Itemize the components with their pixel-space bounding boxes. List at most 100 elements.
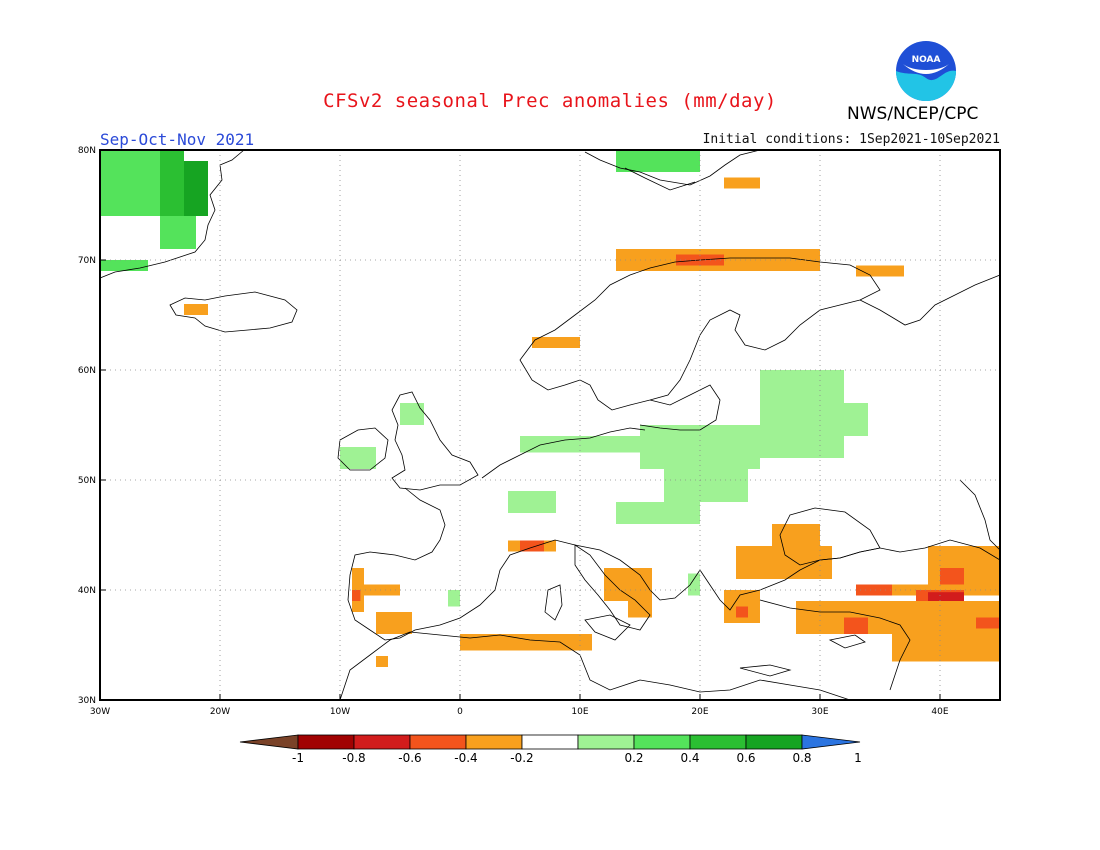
coastline-italy bbox=[574, 544, 651, 631]
anomaly-region bbox=[664, 469, 748, 502]
anomaly-region bbox=[352, 590, 361, 601]
anomaly-region bbox=[376, 656, 388, 667]
anomaly-region bbox=[520, 540, 544, 552]
coastline-cyprus bbox=[828, 634, 866, 649]
lon-tick-label: 30W bbox=[90, 707, 110, 717]
lon-tick-label: 10E bbox=[571, 707, 588, 717]
coastline-scandinavia bbox=[519, 257, 881, 411]
anomaly-region bbox=[616, 150, 700, 172]
colorbar-label: 1 bbox=[854, 751, 862, 765]
anomaly-region bbox=[724, 177, 760, 189]
lon-tick-label: 30E bbox=[811, 707, 828, 717]
colorbar-bin bbox=[577, 734, 635, 750]
map-title: CFSv2 seasonal Prec anomalies (mm/day) bbox=[323, 90, 777, 112]
anomaly-region bbox=[448, 590, 460, 607]
colorbar-label: -1 bbox=[292, 751, 304, 765]
colorbar-label: 0.2 bbox=[624, 751, 643, 765]
anomaly-region bbox=[460, 634, 592, 651]
colorbar-label: 0.4 bbox=[680, 751, 699, 765]
colorbar-bin bbox=[297, 734, 355, 750]
graticule bbox=[100, 150, 1000, 700]
anomaly-region bbox=[616, 502, 700, 524]
colorbar-bin bbox=[689, 734, 747, 750]
coastline-anatolia-south bbox=[759, 599, 911, 691]
anomaly-region bbox=[604, 568, 652, 601]
lon-tick-label: 20W bbox=[210, 707, 230, 717]
colorbar-bin bbox=[521, 734, 579, 750]
lat-tick-label: 70N bbox=[78, 256, 96, 266]
lat-tick-label: 80N bbox=[78, 146, 96, 156]
anomaly-region bbox=[100, 260, 148, 271]
latitude-labels: 30N 40N 50N 60N 70N 80N bbox=[78, 146, 96, 706]
colorbar-labels: -1 -0.8 -0.6 -0.4 -0.2 0.2 0.4 0.6 0.8 1 bbox=[292, 751, 862, 765]
colorbar-label: 0.6 bbox=[736, 751, 755, 765]
colorbar-label: -0.2 bbox=[510, 751, 533, 765]
lon-tick-label: 40E bbox=[931, 707, 948, 717]
colorbar-label: 0.8 bbox=[792, 751, 811, 765]
coastline-sicily bbox=[584, 614, 631, 641]
noaa-logo-text: NOAA bbox=[912, 55, 941, 65]
anomaly-region bbox=[928, 592, 964, 601]
lat-tick-label: 30N bbox=[78, 696, 96, 706]
initial-conditions-label: Initial conditions: 1Sep2021-10Sep2021 bbox=[702, 132, 1000, 147]
anomaly-region bbox=[100, 150, 160, 216]
anomaly-region bbox=[856, 584, 892, 596]
lon-tick-label: 20E bbox=[691, 707, 708, 717]
coastline-ireland bbox=[337, 427, 389, 471]
anomaly-region bbox=[736, 606, 748, 618]
coastline-great-britain bbox=[391, 391, 479, 491]
colorbar-label: -0.4 bbox=[454, 751, 477, 765]
coastline-black-sea bbox=[779, 507, 881, 566]
anomaly-region bbox=[364, 584, 400, 596]
colorbar bbox=[239, 734, 861, 750]
coastline-kola bbox=[859, 274, 1001, 326]
anomaly-region bbox=[640, 425, 760, 469]
colorbar-bin bbox=[353, 734, 411, 750]
coastline-continent bbox=[347, 427, 1001, 641]
anomaly-region bbox=[340, 447, 376, 469]
anomaly-region bbox=[772, 524, 820, 546]
anomaly-region bbox=[400, 403, 424, 425]
anomaly-region bbox=[940, 568, 964, 585]
anomaly-region bbox=[628, 601, 652, 618]
anomaly-region bbox=[184, 304, 208, 315]
anomaly-region bbox=[520, 436, 640, 453]
anomaly-region bbox=[820, 403, 868, 436]
anomaly-region bbox=[856, 265, 904, 277]
lat-tick-label: 60N bbox=[78, 366, 96, 376]
lon-tick-label: 10W bbox=[330, 707, 350, 717]
axis-ticks bbox=[99, 149, 941, 701]
coastline-iceland bbox=[169, 291, 298, 333]
colorbar-label: -0.6 bbox=[398, 751, 421, 765]
longitude-labels: 30W 20W 10W 0 10E 20E 30E 40E bbox=[90, 707, 949, 717]
anomaly-region bbox=[976, 617, 1000, 629]
season-label: Sep-Oct-Nov 2021 bbox=[100, 130, 255, 149]
colorbar-high-arrow bbox=[801, 734, 861, 750]
colorbar-label: -0.8 bbox=[342, 751, 365, 765]
anomaly-region bbox=[376, 612, 412, 634]
anomaly-region bbox=[160, 216, 196, 249]
coastline-svalbard bbox=[584, 149, 761, 186]
coastlines bbox=[99, 149, 1001, 701]
anomaly-shading bbox=[100, 150, 1000, 667]
coastline-sardinia bbox=[544, 584, 563, 621]
lon-tick-label: 0 bbox=[457, 707, 463, 717]
colorbar-bin bbox=[465, 734, 523, 750]
anomaly-region bbox=[892, 634, 1000, 662]
agency-label: NWS/NCEP/CPC bbox=[847, 104, 979, 124]
colorbar-low-arrow bbox=[239, 734, 299, 750]
colorbar-bin bbox=[745, 734, 803, 750]
anomaly-region bbox=[508, 491, 556, 513]
anomaly-region bbox=[688, 573, 700, 596]
coastline-svalbard-south bbox=[624, 167, 696, 191]
coastline-crete bbox=[739, 664, 792, 677]
anomaly-region bbox=[796, 601, 1000, 634]
anomaly-region bbox=[532, 337, 580, 348]
lat-tick-label: 40N bbox=[78, 586, 96, 596]
coastline-baltic bbox=[639, 384, 721, 431]
noaa-logo: NOAA bbox=[896, 41, 956, 101]
colorbar-bin bbox=[633, 734, 691, 750]
colorbar-bin bbox=[409, 734, 467, 750]
map-frame bbox=[99, 149, 1001, 701]
